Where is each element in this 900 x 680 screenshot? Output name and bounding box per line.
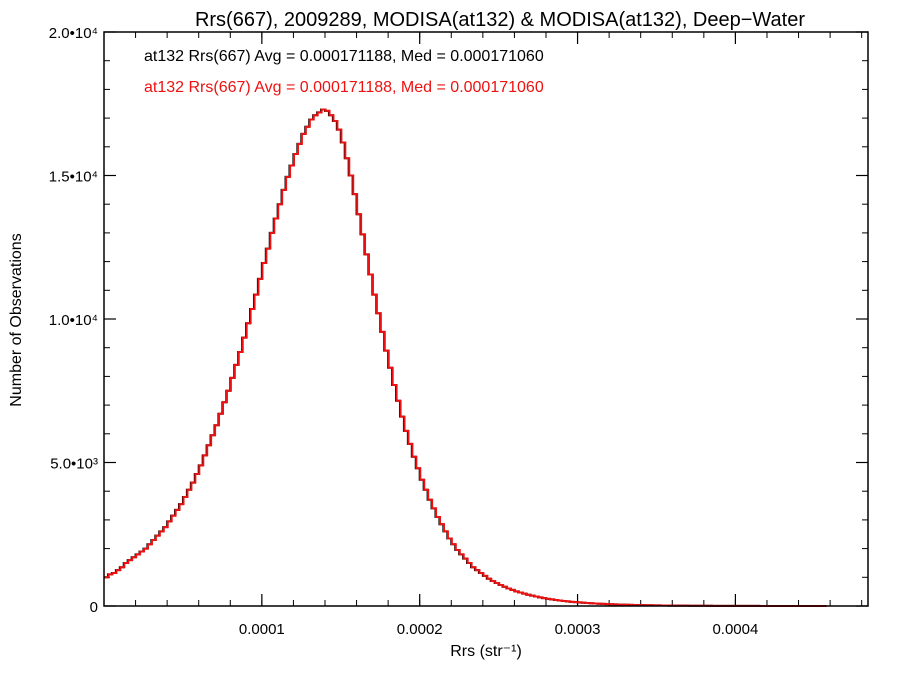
plot-frame bbox=[103, 31, 869, 607]
y-axis-ticks: 0 5.0•10³ 1.0•10⁴ 1.5•10⁴ 2.0•10⁴ bbox=[49, 25, 868, 616]
y-axis-label: Number of Observations bbox=[8, 233, 25, 406]
x-tick-label: 0.0002 bbox=[397, 621, 443, 638]
chart-title: Rrs(667), 2009289, MODISA(at132) & MODIS… bbox=[195, 9, 805, 31]
x-tick-label: 0.0003 bbox=[555, 621, 601, 638]
y-tick-label: 1.5•10⁴ bbox=[49, 169, 98, 186]
y-tick-label: 5.0•10³ bbox=[50, 456, 98, 473]
y-tick-label: 0 bbox=[90, 599, 98, 616]
y-tick-label: 1.0•10⁴ bbox=[49, 312, 98, 329]
x-axis-ticks: 0.0001 0.0002 0.0003 0.0004 bbox=[135, 32, 863, 638]
x-axis-label: Rrs (str⁻¹) bbox=[450, 643, 522, 660]
annotation-red: at132 Rrs(667) Avg = 0.000171188, Med = … bbox=[144, 79, 544, 96]
y-tick-label: 2.0•10⁴ bbox=[49, 25, 98, 42]
annotation-black: at132 Rrs(667) Avg = 0.000171188, Med = … bbox=[144, 48, 544, 65]
x-tick-label: 0.0004 bbox=[712, 621, 758, 638]
x-tick-label: 0.0001 bbox=[239, 621, 285, 638]
annotations: at132 Rrs(667) Avg = 0.000171188, Med = … bbox=[144, 48, 544, 96]
